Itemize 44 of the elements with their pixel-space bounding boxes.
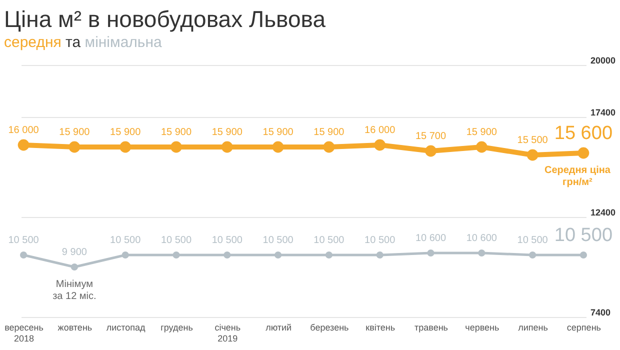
data-label: 9 900 xyxy=(62,247,88,258)
x-tick-label: червень xyxy=(465,322,500,332)
data-label: 10 500 xyxy=(160,235,192,246)
data-label: 15 900 xyxy=(59,127,90,138)
data-label: 15 500 xyxy=(517,135,548,146)
data-label: 16 000 xyxy=(8,125,40,136)
chart-title: Ціна м² в новобудовах Львова xyxy=(3,5,327,32)
data-label: 15 900 xyxy=(314,127,345,138)
data-label: 16 000 xyxy=(364,125,396,136)
x-tick-label: січень 2019 xyxy=(214,322,241,344)
x-tick-label: листопад xyxy=(106,322,146,332)
data-label: 10 600 xyxy=(466,233,498,244)
data-label: 10 500 xyxy=(8,235,40,246)
data-label: 15 900 xyxy=(160,127,192,138)
data-label: 10 500 xyxy=(212,235,243,246)
x-tick-label: липень xyxy=(518,322,548,332)
data-label: 10 500 xyxy=(314,235,345,246)
data-label: 15 600 xyxy=(554,123,613,144)
x-tick-label: березень xyxy=(310,322,350,332)
x-tick-label: жовтень xyxy=(58,322,92,332)
data-label: 15 700 xyxy=(415,131,446,142)
data-label: 15 900 xyxy=(212,127,243,138)
x-tick-label: лютий xyxy=(266,322,292,332)
x-tick-label: травень xyxy=(414,322,448,332)
y-tick-label: 17400 xyxy=(590,108,616,118)
x-tick-label: вересень 2018 xyxy=(4,322,44,344)
x-tick-label: грудень xyxy=(160,322,194,332)
x-tick-label: квітень xyxy=(366,322,396,332)
y-tick-label: 7400 xyxy=(590,308,611,318)
data-label: 10 500 xyxy=(517,235,548,246)
data-label: 10 500 xyxy=(110,235,142,246)
data-label: 10 500 xyxy=(364,235,396,246)
y-tick-label: 20000 xyxy=(590,56,616,66)
data-label: 10 600 xyxy=(415,233,446,244)
chart-subtitle: середня та мінімальна xyxy=(4,34,162,51)
data-label: 10 500 xyxy=(262,235,294,246)
annotation: Середня ціна грн/м² xyxy=(544,165,611,188)
y-tick-label: 12400 xyxy=(590,208,616,218)
x-tick-label: серпень xyxy=(566,322,602,332)
data-label: 10 500 xyxy=(554,225,613,246)
data-label: 15 900 xyxy=(262,127,294,138)
data-label: 15 900 xyxy=(466,127,498,138)
data-label: 15 900 xyxy=(110,127,142,138)
annotation: Мінімум за 12 міс. xyxy=(52,279,96,302)
